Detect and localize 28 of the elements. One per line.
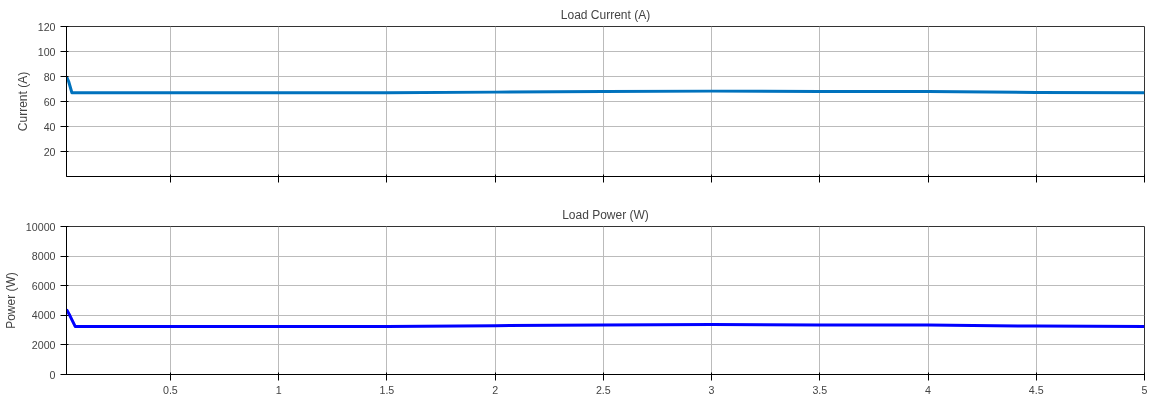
x-tick-label: 3.5 bbox=[812, 383, 828, 396]
x-tick-label: 4.5 bbox=[1028, 383, 1044, 396]
x-tick-label: 2.5 bbox=[595, 383, 611, 396]
x-tick-label: 1 bbox=[275, 383, 282, 396]
x-tick-label: 2 bbox=[492, 383, 499, 396]
y-tick-label: 40 bbox=[43, 120, 56, 133]
y-tick-label: 60 bbox=[43, 95, 56, 108]
y-axis-title: Power (W) bbox=[3, 272, 18, 329]
y-tick-label: 2000 bbox=[31, 338, 56, 351]
y-tick-label: 10000 bbox=[25, 220, 56, 233]
y-tick-label: 120 bbox=[37, 20, 56, 33]
line-series bbox=[66, 307, 1145, 328]
y-tick-label: 4000 bbox=[31, 309, 56, 322]
y-tick-label: 0 bbox=[49, 368, 56, 381]
x-tick-label: 1.5 bbox=[379, 383, 395, 396]
x-tick-label: 3 bbox=[708, 383, 715, 396]
chart-title: Load Power (W) bbox=[562, 207, 649, 222]
y-tick-label: 80 bbox=[43, 70, 56, 83]
y-tick-label: 100 bbox=[37, 45, 56, 58]
line-series bbox=[66, 75, 1145, 95]
chart-title: Load Current (A) bbox=[560, 7, 651, 22]
x-tick-label: 5 bbox=[1141, 383, 1148, 396]
x-tick-label: 4 bbox=[925, 383, 932, 396]
y-tick-label: 20 bbox=[43, 145, 56, 158]
x-tick-label: 0.5 bbox=[163, 383, 178, 396]
y-axis-title: Current (A) bbox=[15, 71, 30, 132]
y-tick-label: 6000 bbox=[31, 279, 56, 292]
y-tick-label: 8000 bbox=[31, 250, 56, 263]
